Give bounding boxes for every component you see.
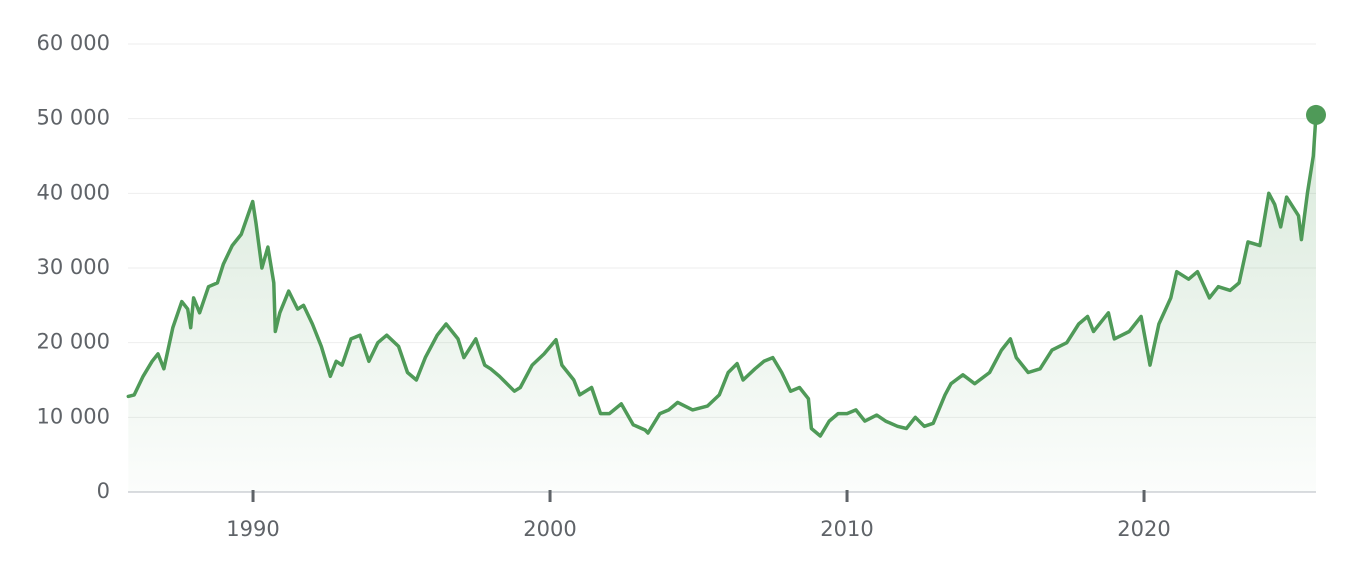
area — [128, 114, 1316, 493]
y-tick-label: 10 000 — [37, 404, 110, 428]
y-tick-label: 50 000 — [37, 106, 110, 130]
x-tick-label: 2020 — [1117, 517, 1170, 541]
y-tick-label: 0 — [97, 479, 110, 503]
line — [126, 113, 1318, 438]
x-tick-label: 2000 — [523, 517, 576, 541]
y-tick-label: 30 000 — [37, 255, 110, 279]
x-tick-label: 2010 — [820, 517, 873, 541]
end-point — [1306, 104, 1326, 125]
x-tick-label: 1990 — [226, 517, 279, 541]
y-tick-label: 40 000 — [37, 180, 110, 204]
y-tick-label: 60 000 — [37, 31, 110, 55]
y-tick-label: 20 000 — [37, 330, 110, 354]
